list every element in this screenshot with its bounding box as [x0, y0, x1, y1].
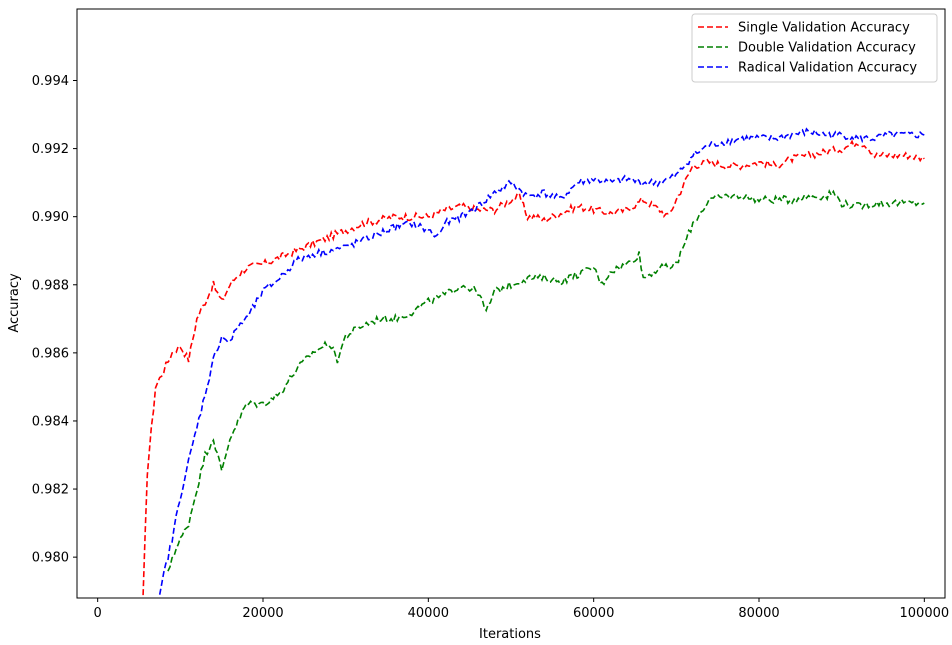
series-line [158, 127, 925, 595]
y-tick-label: 0.984 [32, 414, 69, 429]
y-axis-label: Accuracy [7, 273, 22, 333]
y-tick-label: 0.982 [32, 483, 69, 498]
y-tick-label: 0.990 [32, 210, 69, 225]
y-tick-label: 0.992 [32, 142, 69, 157]
plot-frame [76, 8, 946, 599]
series-line [167, 188, 925, 572]
legend-label: Radical Validation Accuracy [738, 61, 917, 76]
x-tick-label: 80000 [738, 606, 779, 621]
x-tick-label: 40000 [408, 606, 449, 621]
y-tick-label: 0.986 [32, 346, 69, 361]
series-layer [142, 127, 925, 596]
x-tick-label: 20000 [242, 606, 283, 621]
legend: Single Validation Accuracy Double Validat… [691, 13, 938, 83]
legend-label: Double Validation Accuracy [738, 41, 916, 56]
x-axis-label: Iterations [479, 627, 541, 642]
x-tick-label: 100000 [900, 606, 950, 621]
x-axis: 0 20000 40000 60000 80000 100000 [94, 598, 950, 621]
y-tick-label: 0.988 [32, 278, 69, 293]
series-line [142, 139, 925, 596]
x-tick-label: 0 [94, 606, 102, 621]
y-tick-label: 0.994 [32, 74, 69, 89]
x-tick-label: 60000 [573, 606, 614, 621]
legend-frame [691, 13, 938, 83]
plot-area [77, 9, 945, 598]
y-tick-label: 0.980 [32, 551, 69, 566]
legend-label: Single Validation Accuracy [738, 21, 910, 36]
y-axis: 0.980 0.982 0.984 0.986 0.988 0.990 0.992 0.994 [32, 74, 77, 566]
